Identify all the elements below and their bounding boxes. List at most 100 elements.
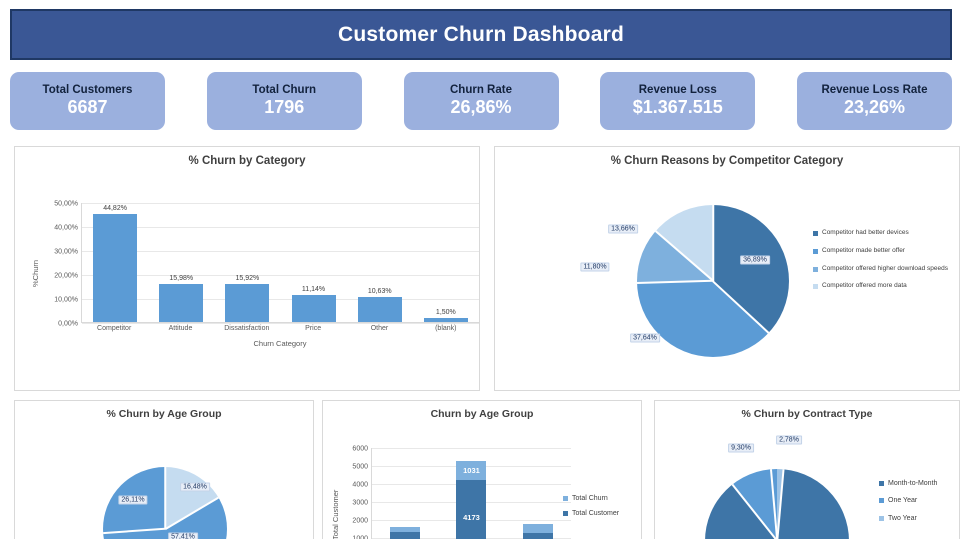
legend-item[interactable]: Two Year [879, 514, 960, 523]
gridline: 40,00% [54, 225, 479, 232]
x-axis-tick-label: (blank) [435, 325, 457, 332]
legend-item[interactable]: Total Customer [563, 509, 643, 518]
chart-title: Churn by Age Group [430, 408, 534, 420]
legend-label: Competitor offered more data [822, 282, 907, 290]
bar-column[interactable]: 15,98% [159, 203, 204, 322]
legend-item[interactable]: Month-to-Month [879, 479, 960, 488]
y-axis-title: Total Customer [331, 489, 340, 539]
kpi-card-revenue-loss[interactable]: Revenue Loss $1.367.515 [600, 72, 756, 130]
bar-data-label: 1,50% [435, 309, 456, 317]
pie-data-label: 13,66% [608, 224, 638, 234]
legend-item[interactable]: Competitor offered more data [813, 282, 953, 291]
stacked-bar-chart-age-group: Total Customer 1000 2000 3000 4000 5000 6000 2… [323, 420, 643, 539]
bar[interactable] [93, 214, 138, 322]
legend-item[interactable]: Competitor had better devices [813, 229, 953, 238]
legend-item[interactable]: Competitor made better offer [813, 247, 953, 256]
kpi-card-total-customers[interactable]: Total Customers 6687 [10, 72, 165, 130]
y-axis-tick-label: 3000 [352, 499, 368, 507]
legend-item[interactable]: Total Churn [563, 494, 643, 503]
gridline: 20,00% [54, 273, 479, 280]
bar-data-label: 44,82% [103, 205, 127, 213]
stacked-bar-segment[interactable]: 469 [522, 532, 553, 539]
pie-data-label: 16,48% [180, 482, 210, 492]
chart-panel-churn-reasons-by-competitor[interactable]: % Churn Reasons by Competitor Category 3… [494, 146, 960, 391]
bar-series: 44,82% 15,98% 15,92% 11,14% 10,63% 1,50% [82, 203, 479, 322]
kpi-label: Revenue Loss [638, 83, 717, 96]
legend-swatch [879, 481, 884, 486]
y-axis-tick-label: 10,00% [54, 296, 78, 304]
bar-column[interactable]: 10,63% [357, 203, 402, 322]
legend-swatch [813, 248, 818, 254]
kpi-value: 1796 [264, 97, 305, 118]
bar-data-label: 15,92% [235, 274, 260, 282]
chart-legend: Total Churn Total Customer [563, 494, 643, 525]
legend-swatch [813, 231, 818, 236]
y-axis-tick-label: 0,00% [58, 320, 78, 328]
legend-item[interactable]: One Year [879, 496, 960, 505]
stacked-bar-segment[interactable]: 1031 [456, 461, 487, 480]
bar-column[interactable]: 44,82% [93, 203, 138, 322]
legend-swatch [813, 284, 818, 290]
plot-area: 0,00% 10,00% 20,00% 30,00% 40,00% 50,00% 44,82… [54, 201, 479, 328]
x-axis-tick-label: Dissatisfaction [224, 325, 270, 332]
chart-title: % Churn Reasons by Competitor Category [610, 155, 844, 167]
stacked-bar-column[interactable]: 469 [522, 524, 553, 539]
kpi-value: $1.367.515 [632, 97, 723, 118]
pie-chart-age-group: 16,48% 57,41% 26,11% [15, 401, 315, 539]
pie-slice-divider [164, 467, 166, 529]
gridline: 0,00% [58, 321, 479, 328]
chart-title: % Churn by Category [188, 155, 306, 167]
chart-title: % Churn by Age Group [106, 408, 222, 420]
stacked-bar-column[interactable]: 1031 4173 [456, 461, 487, 539]
stacked-bar-column[interactable]: 296 [390, 526, 421, 539]
y-axis-title: %Churn [31, 259, 40, 287]
legend-label: Competitor had better devices [822, 229, 909, 236]
bar-data-label: 11,14% [301, 286, 326, 294]
stacked-bar-segment[interactable]: 4173 [456, 479, 487, 539]
stacked-bar-segment[interactable] [390, 526, 421, 532]
kpi-card-churn-rate[interactable]: Churn Rate 26,86% [403, 72, 559, 130]
legend-label: Month-to-Month [888, 480, 938, 487]
dashboard-header: Customer Churn Dashboard [10, 9, 952, 60]
chart-panel-churn-by-age-group-pie[interactable]: % Churn by Age Group 16,48% 57,41% 26,11% [14, 400, 314, 539]
pie-data-label: 2,78% [776, 435, 802, 445]
kpi-value: 23,26% [843, 97, 906, 118]
y-axis-tick-label: 1000 [352, 535, 368, 539]
bar[interactable] [291, 295, 336, 322]
x-axis-tick-label: Competitor [97, 325, 132, 332]
chart-panel-churn-by-contract-type[interactable]: % Churn by Contract Type 9,30% 2,78% Mont… [654, 400, 960, 539]
bar-column[interactable]: 11,14% [291, 203, 336, 322]
bar-column[interactable]: 1,50% [423, 203, 468, 322]
kpi-card-revenue-loss-rate[interactable]: Revenue Loss Rate 23,26% [797, 72, 952, 130]
bar[interactable] [159, 283, 204, 322]
pie-chart-contract-type: 9,30% 2,78% [655, 401, 960, 539]
gridline: 50,00% [54, 201, 479, 208]
x-axis-tick-labels: Competitor Attitude Dissatisfaction Price Ot… [81, 325, 479, 332]
y-axis-tick-label: 20,00% [54, 272, 78, 280]
kpi-value: 6687 [67, 97, 108, 118]
pie-data-label: 11,80% [580, 262, 610, 272]
kpi-card-row: Total Customers 6687 Total Churn 1796 Ch… [10, 72, 952, 130]
bar[interactable] [423, 318, 468, 322]
pie-chart-churn-reasons: 36,89% 37,64% 11,80% 13,66% [495, 147, 960, 392]
chart-title: % Churn by Contract Type [741, 408, 873, 420]
bar-data-label: 10,63% [367, 287, 392, 295]
x-axis-title: Churn Category [253, 339, 307, 348]
pie-data-label: 37,64% [630, 333, 660, 343]
bar[interactable] [225, 283, 270, 322]
chart-panel-churn-by-category[interactable]: % Churn by Category %Churn 0,00% 10,00% 20… [14, 146, 480, 391]
chart-legend: Competitor had better devices Competitor … [813, 229, 953, 300]
x-axis-tick-label: Price [305, 325, 322, 332]
legend-item[interactable]: Competitor offered higher download speed… [813, 265, 953, 274]
legend-label: Competitor offered higher download speed… [822, 264, 948, 272]
y-axis-tick-label: 6000 [352, 445, 368, 453]
x-axis-tick-label: Other [370, 325, 389, 332]
bar-column[interactable]: 15,92% [225, 203, 270, 322]
bar[interactable] [357, 296, 402, 322]
stacked-bar-segment[interactable] [522, 524, 553, 533]
pie-data-label: 9,30% [728, 443, 754, 453]
stacked-bar-segment[interactable]: 296 [390, 531, 421, 539]
kpi-card-total-churn[interactable]: Total Churn 1796 [206, 72, 362, 130]
chart-panel-churn-by-age-group-bar[interactable]: Churn by Age Group Total Customer 1000 20… [322, 400, 642, 539]
kpi-label: Churn Rate [450, 83, 512, 96]
